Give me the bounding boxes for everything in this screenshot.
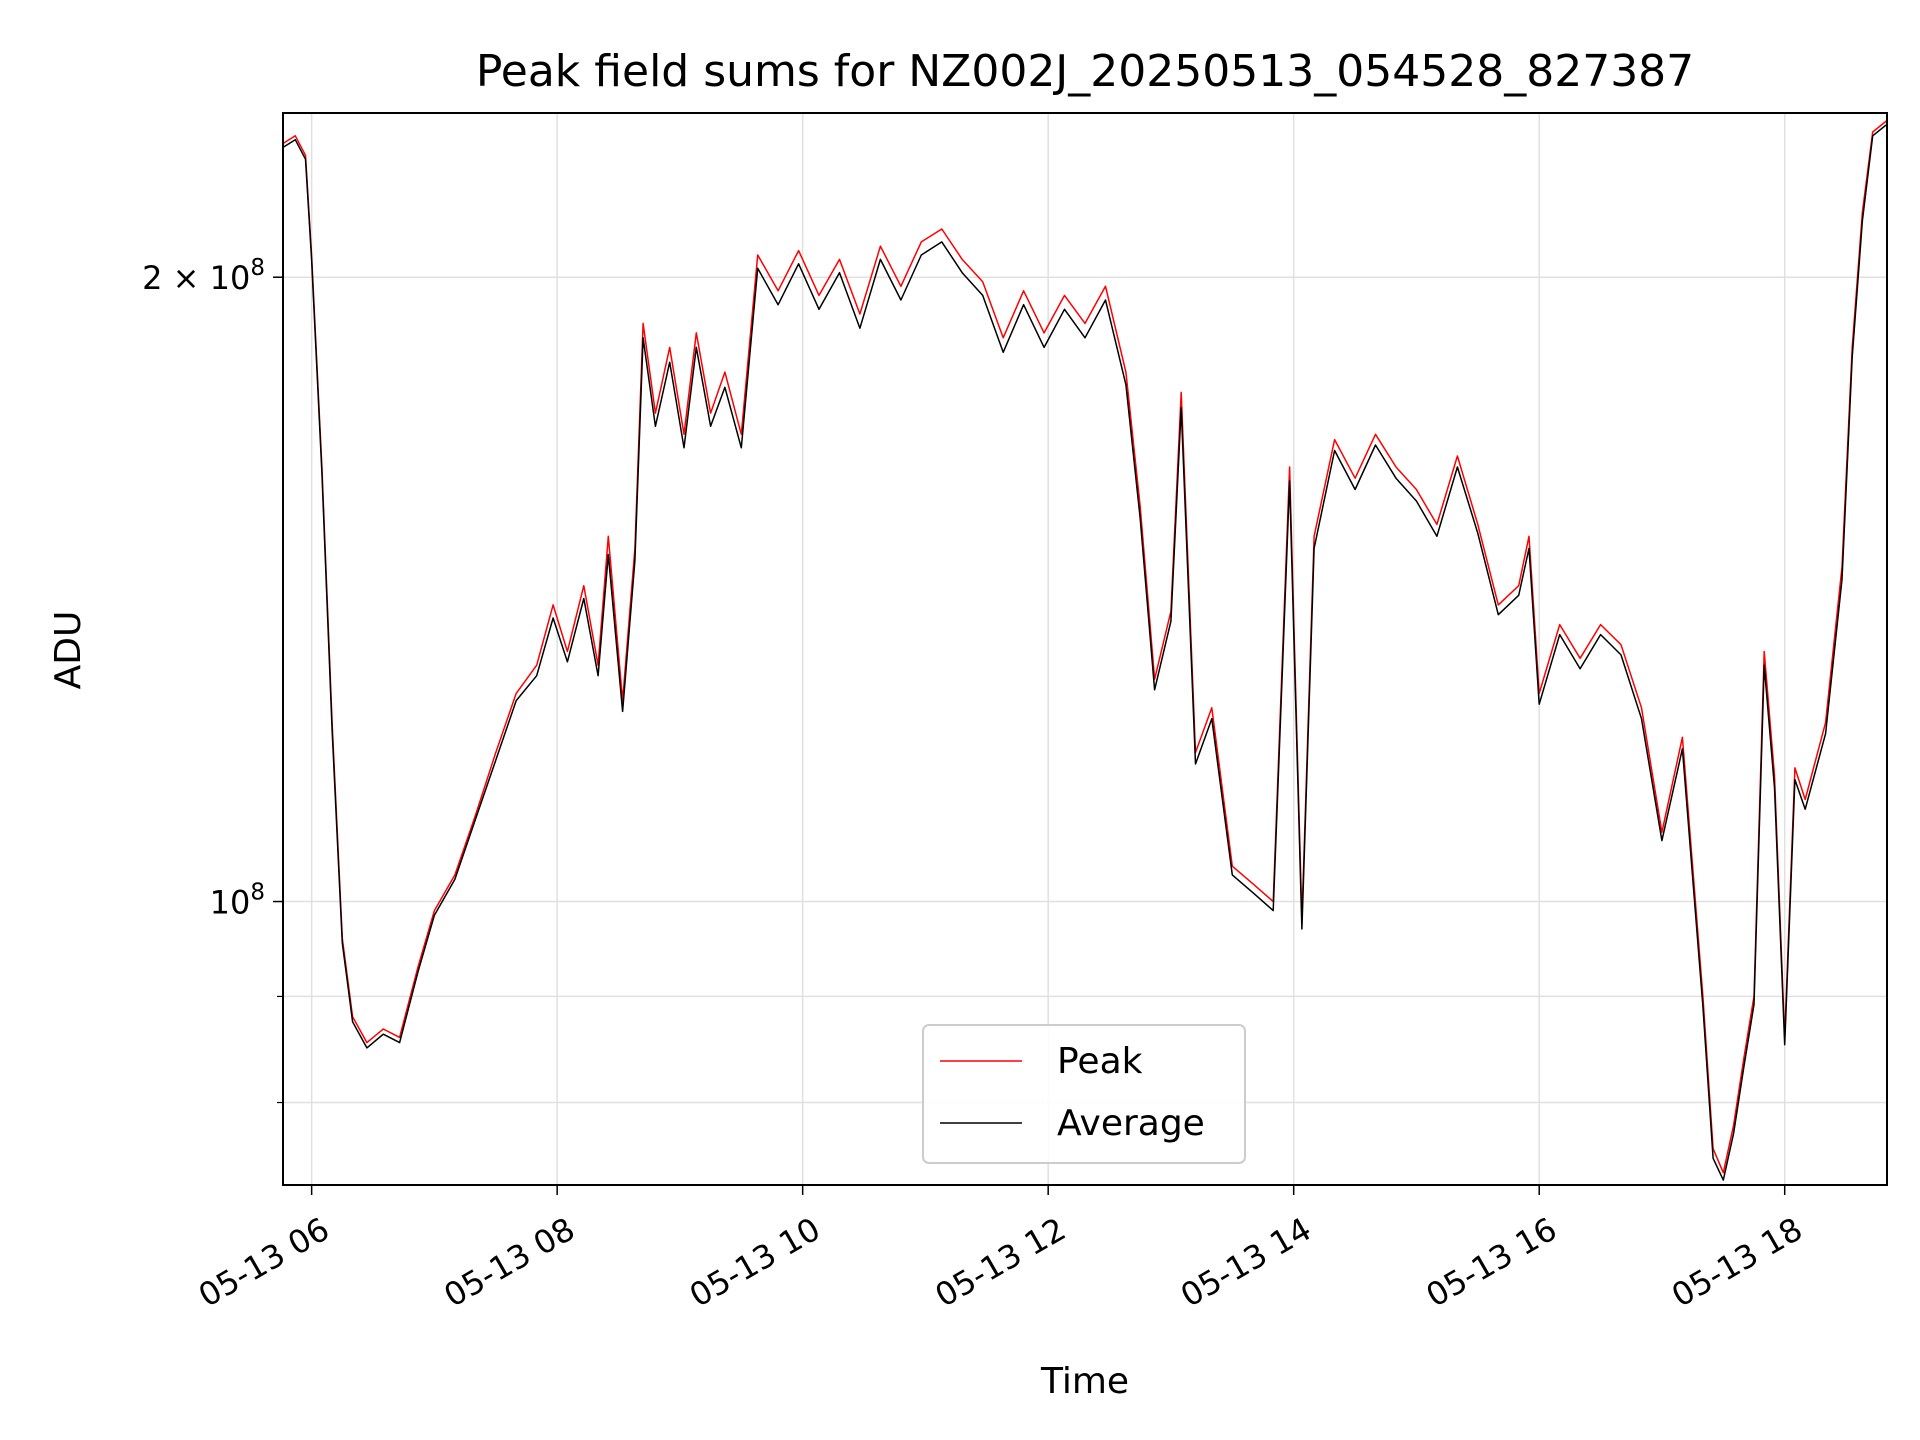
- series-line-peak: [282, 119, 1888, 1174]
- x-axis-label: Time: [1040, 1361, 1129, 1402]
- plot-frame: [282, 112, 1888, 1186]
- legend: Peak Average: [922, 1024, 1246, 1164]
- legend-label-peak: Peak: [1057, 1041, 1143, 1082]
- y-tick-label: 108: [210, 880, 265, 922]
- series-layer: [282, 119, 1888, 1181]
- chart-title: Peak field sums for NZ002J_20250513_0545…: [476, 46, 1694, 97]
- legend-box: [922, 1024, 1246, 1164]
- y-tick-label: 2 × 108: [142, 255, 265, 297]
- y-axis-label: ADU: [48, 611, 89, 690]
- legend-label-average: Average: [1057, 1103, 1205, 1144]
- series-line-average: [282, 123, 1888, 1181]
